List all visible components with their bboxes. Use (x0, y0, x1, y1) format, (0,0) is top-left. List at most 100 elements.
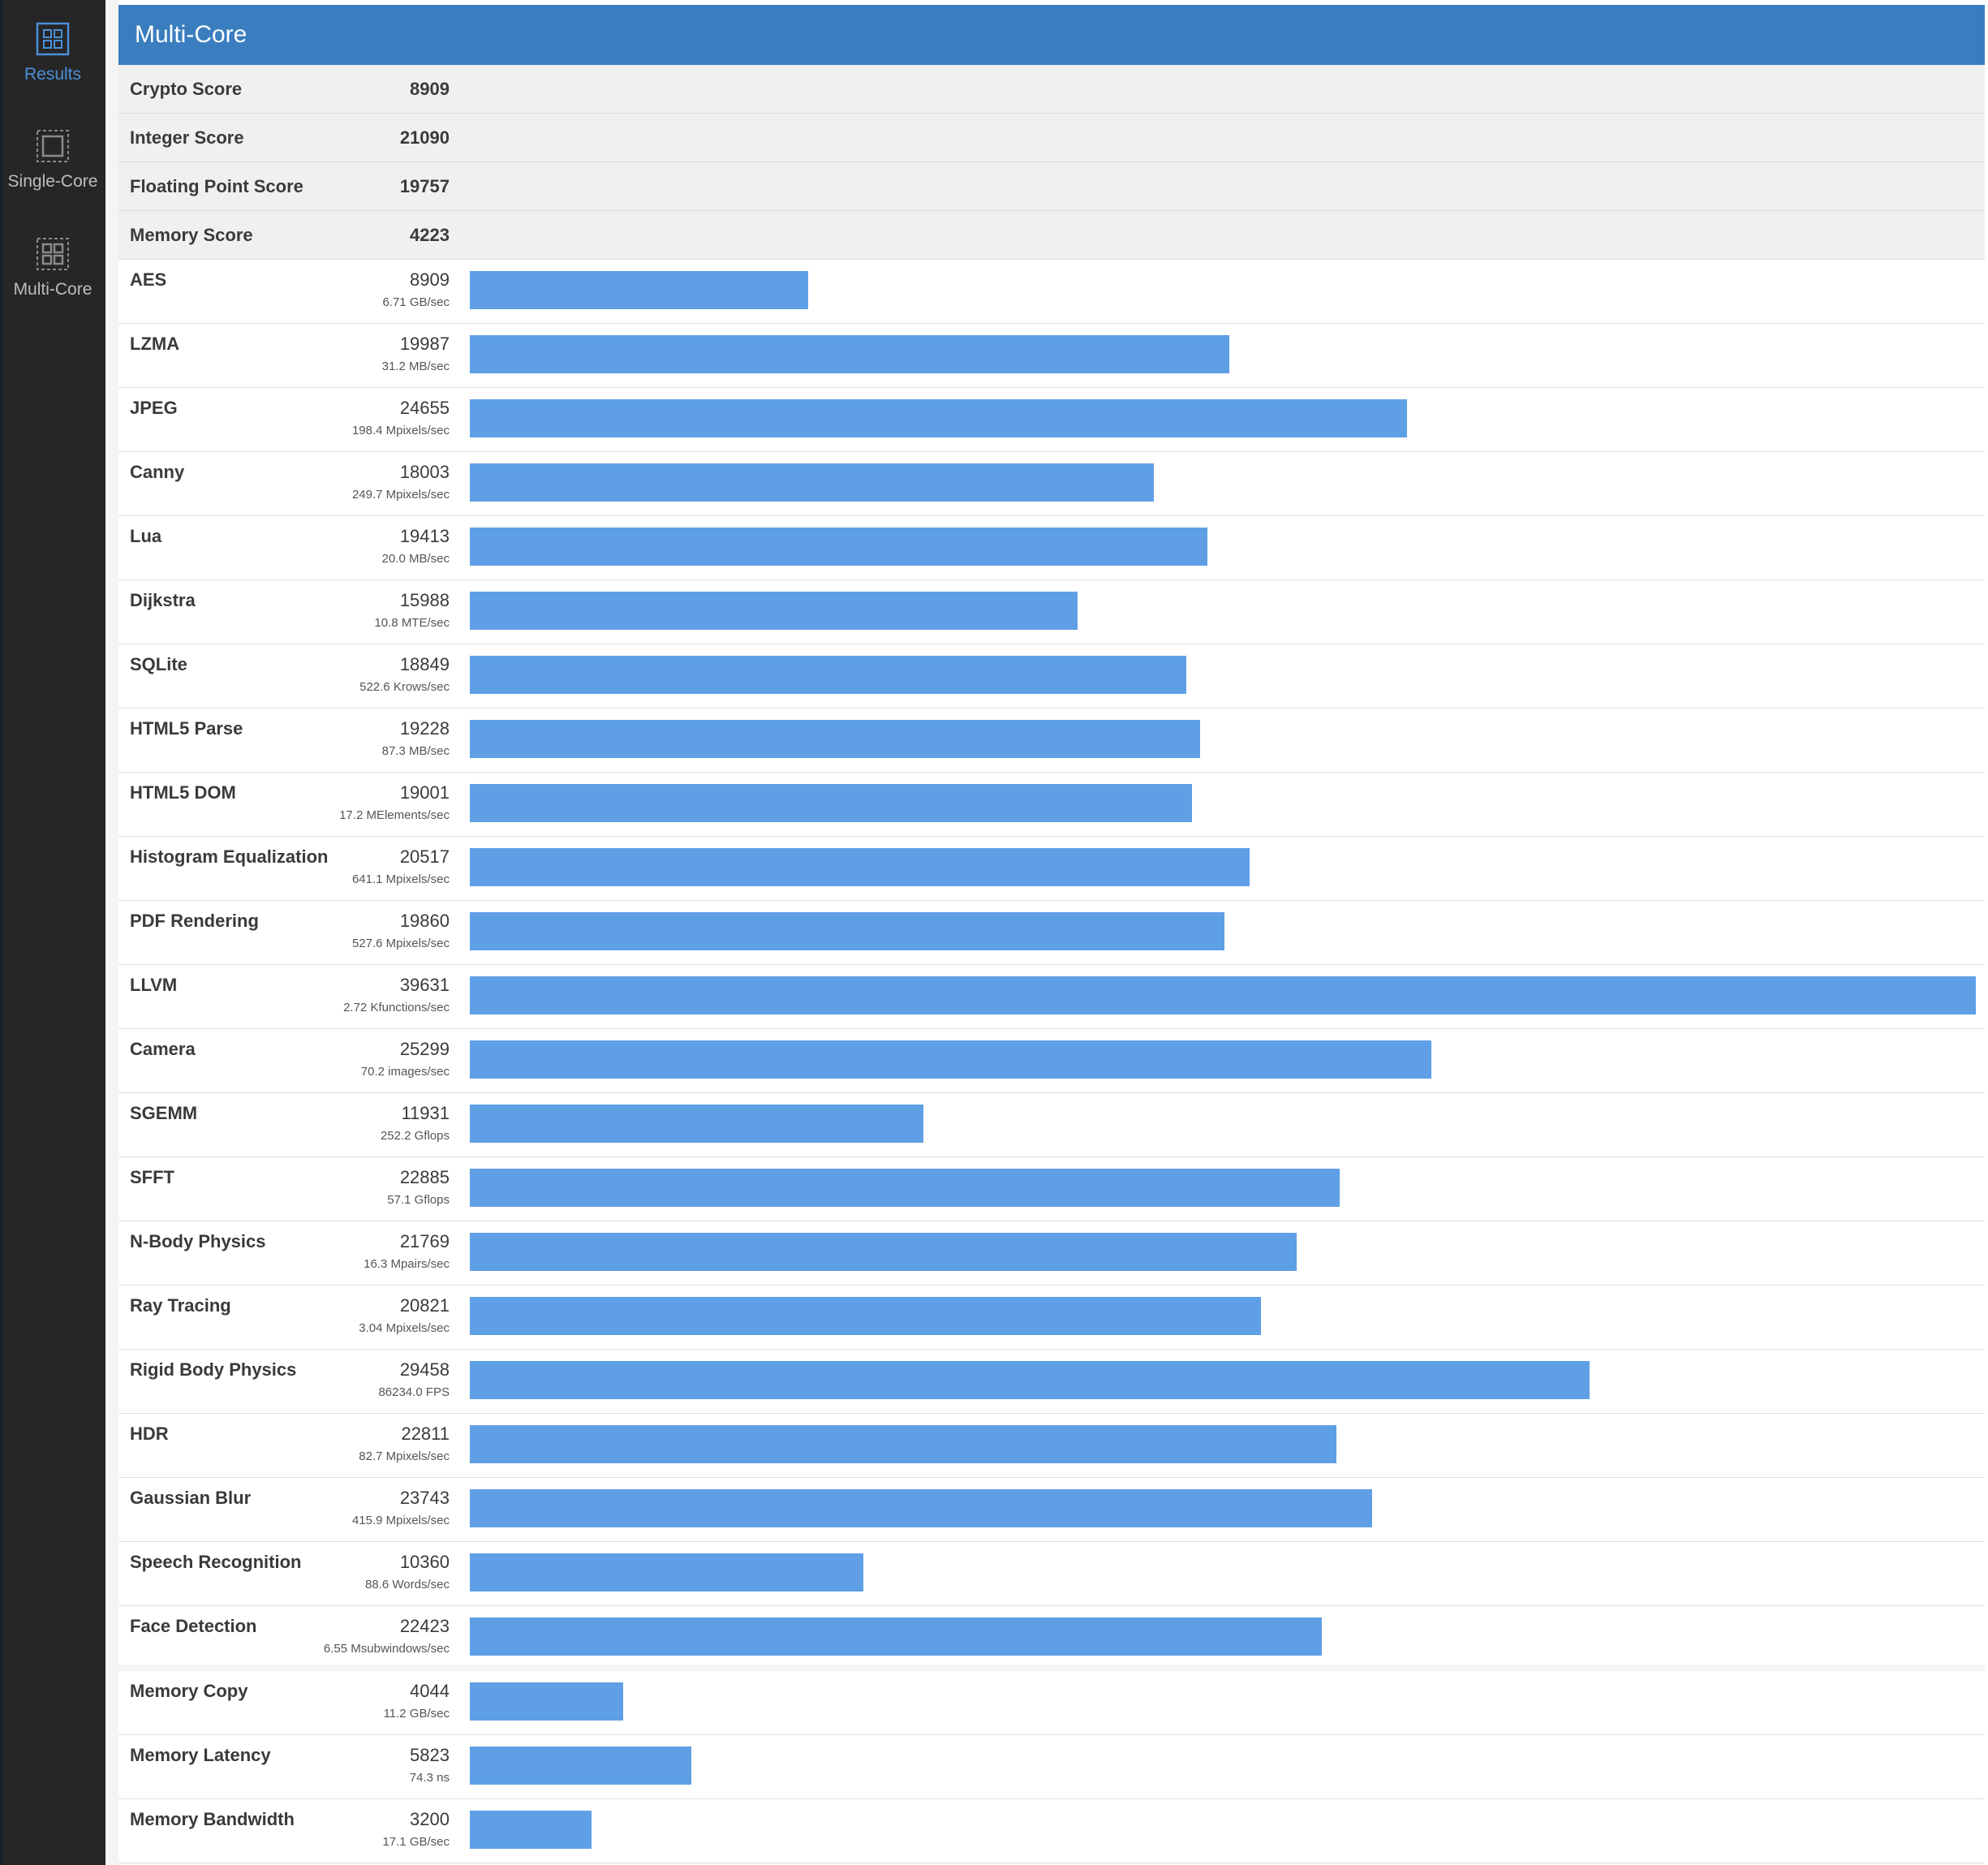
benchmark-rate: 641.1 Mpixels/sec (351, 872, 450, 886)
score-value: 19757 (399, 176, 450, 196)
benchmark-name: JPEG (130, 398, 178, 418)
benchmark-rate: 198.4 Mpixels/sec (351, 424, 450, 437)
benchmark-score: 19860 (399, 911, 450, 931)
benchmark-row: SQLite 18849 522.6 Krows/sec (118, 644, 1985, 709)
benchmark-row: JPEG 24655 198.4 Mpixels/sec (118, 388, 1985, 452)
benchmark-score: 24655 (399, 398, 450, 418)
benchmark-row: Camera 25299 70.2 images/sec (118, 1029, 1985, 1093)
benchmark-name: HTML5 DOM (130, 782, 236, 803)
benchmark-rate: 10.8 MTE/sec (374, 616, 450, 630)
benchmark-score: 39631 (399, 975, 450, 995)
benchmark-row: Canny 18003 249.7 Mpixels/sec (118, 452, 1985, 516)
benchmark-score: 11931 (401, 1103, 450, 1123)
benchmark-rate: 86234.0 FPS (378, 1385, 450, 1399)
section-header: Multi-Core (118, 5, 1985, 65)
benchmark-score: 19001 (399, 782, 450, 803)
benchmark-bar (470, 528, 1207, 566)
benchmark-bar (470, 720, 1200, 758)
nav-results[interactable]: Results (0, 21, 105, 84)
gutter (105, 0, 118, 1865)
benchmark-row: Gaussian Blur 23743 415.9 Mpixels/sec (118, 1478, 1985, 1542)
benchmark-name: Canny (130, 462, 185, 482)
nav-single-core[interactable]: Single-Core (0, 128, 105, 192)
benchmark-name: Camera (130, 1039, 196, 1059)
benchmark-rate: 3.04 Mpixels/sec (359, 1321, 450, 1335)
benchmark-score: 20517 (399, 846, 450, 867)
benchmark-rate: 527.6 Mpixels/sec (351, 937, 450, 950)
benchmark-score: 21769 (399, 1231, 450, 1251)
nav-multi-core-label: Multi-Core (13, 280, 93, 299)
benchmark-score: 4044 (410, 1681, 450, 1701)
benchmark-score: 19413 (399, 526, 450, 546)
benchmark-bar (470, 463, 1154, 502)
benchmark-row: SGEMM 11931 252.2 Gflops (118, 1093, 1985, 1157)
benchmark-row: Ray Tracing 20821 3.04 Mpixels/sec (118, 1286, 1985, 1350)
benchmark-name: LZMA (130, 334, 180, 354)
benchmark-bar (470, 399, 1407, 437)
benchmark-score: 8909 (410, 269, 450, 290)
results-panel: Multi-Core Crypto Score 8909 Integer Sco… (105, 5, 1985, 1865)
benchmark-row: Memory Bandwidth 3200 17.1 GB/sec (118, 1799, 1985, 1863)
benchmark-rate: 74.3 ns (409, 1771, 450, 1785)
benchmark-bar (470, 1489, 1372, 1527)
benchmark-name: PDF Rendering (130, 911, 259, 931)
benchmark-row: Face Detection 22423 6.55 Msubwindows/sec (118, 1606, 1985, 1670)
score-row-memory: Memory Score 4223 (118, 211, 1985, 260)
benchmark-name: Face Detection (130, 1616, 257, 1636)
benchmark-rate: 70.2 images/sec (360, 1065, 450, 1079)
benchmark-name: SFFT (130, 1167, 174, 1187)
benchmark-bar (470, 1682, 623, 1721)
benchmark-score: 5823 (410, 1745, 450, 1765)
benchmark-bar (470, 912, 1224, 950)
single-core-icon (37, 130, 69, 162)
benchmark-name: N-Body Physics (130, 1231, 266, 1251)
benchmark-bar (470, 1361, 1590, 1399)
benchmark-score: 15988 (399, 590, 450, 610)
benchmark-row: HTML5 DOM 19001 17.2 MElements/sec (118, 773, 1985, 837)
benchmark-name: SQLite (130, 654, 187, 674)
benchmark-rate: 11.2 GB/sec (383, 1707, 450, 1721)
section-title: Multi-Core (135, 21, 247, 48)
benchmark-score: 20821 (399, 1295, 450, 1316)
nav-results-label: Results (24, 65, 82, 84)
benchmark-rate: 57.1 Gflops (387, 1193, 450, 1207)
benchmark-row: AES 8909 6.71 GB/sec (118, 260, 1985, 324)
benchmark-bar (470, 592, 1078, 630)
benchmark-name: Rigid Body Physics (130, 1359, 297, 1380)
benchmark-score: 22885 (399, 1167, 450, 1187)
benchmark-row: Memory Copy 4044 11.2 GB/sec (118, 1671, 1985, 1735)
benchmark-bar (470, 976, 1976, 1014)
benchmark-bar (470, 1747, 691, 1785)
benchmark-rate: 17.1 GB/sec (382, 1835, 450, 1849)
benchmark-score: 25299 (399, 1039, 450, 1059)
score-name: Crypto Score (130, 79, 243, 99)
benchmark-score: 19987 (399, 334, 450, 354)
score-name: Floating Point Score (130, 176, 303, 196)
benchmark-row: Histogram Equalization 20517 641.1 Mpixels… (118, 837, 1985, 901)
benchmark-bar (470, 1425, 1336, 1463)
benchmark-rate: 415.9 Mpixels/sec (351, 1514, 450, 1527)
benchmark-bar (470, 1617, 1322, 1656)
nav-multi-core[interactable]: Multi-Core (0, 236, 105, 299)
benchmark-rate: 6.71 GB/sec (382, 295, 450, 309)
benchmark-row: Lua 19413 20.0 MB/sec (118, 516, 1985, 580)
benchmark-row: LZMA 19987 31.2 MB/sec (118, 324, 1985, 388)
benchmark-rate: 522.6 Krows/sec (359, 680, 450, 694)
benchmark-name: Speech Recognition (130, 1552, 302, 1572)
benchmark-rate: 20.0 MB/sec (381, 552, 450, 566)
benchmark-bar (470, 848, 1250, 886)
benchmark-score: 22423 (399, 1616, 450, 1636)
benchmark-name: Memory Latency (130, 1745, 271, 1765)
benchmark-row: Dijkstra 15988 10.8 MTE/sec (118, 580, 1985, 644)
benchmark-name: Memory Bandwidth (130, 1809, 295, 1829)
benchmark-bar (470, 1105, 923, 1143)
score-name: Integer Score (130, 127, 244, 148)
benchmark-bar (470, 335, 1229, 373)
benchmark-name: Memory Copy (130, 1681, 248, 1701)
benchmark-row: Memory Latency 5823 74.3 ns (118, 1735, 1985, 1799)
benchmark-row: LLVM 39631 2.72 Kfunctions/sec (118, 965, 1985, 1029)
benchmark-rate: 16.3 Mpairs/sec (364, 1257, 450, 1271)
benchmark-name: AES (130, 269, 167, 290)
benchmark-rate: 6.55 Msubwindows/sec (323, 1642, 450, 1656)
benchmark-name: LLVM (130, 975, 178, 995)
